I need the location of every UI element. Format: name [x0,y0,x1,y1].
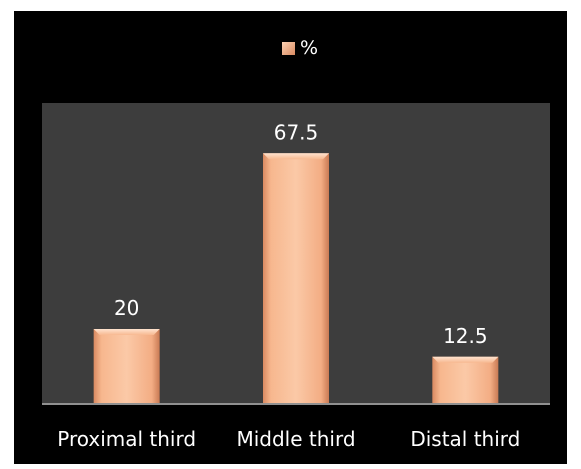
bar-bevel [94,329,160,335]
bar-body [263,153,329,403]
bar-bevel [432,357,498,363]
legend-label: % [300,37,318,59]
category-label-proximal-third: Proximal third [57,427,196,451]
legend-swatch [282,42,295,55]
category-label-distal-third: Distal third [410,427,520,451]
bar-distal-third [432,357,498,403]
data-label-distal-third: 12.5 [443,324,488,348]
bar-middle-third [263,153,329,403]
bar-body [432,357,498,403]
bar-body [94,329,160,403]
bar-proximal-third [94,329,160,403]
category-labels-layer: Proximal third Middle third Distal third [57,427,520,451]
data-label-middle-third: 67.5 [274,120,319,144]
data-label-proximal-third: 20 [114,296,139,320]
category-label-middle-third: Middle third [236,427,355,451]
bar-bevel [263,153,329,159]
